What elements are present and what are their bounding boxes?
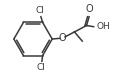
- Text: Cl: Cl: [35, 6, 44, 15]
- Text: Cl: Cl: [36, 63, 45, 72]
- Text: O: O: [85, 4, 93, 14]
- Text: OH: OH: [97, 22, 111, 31]
- Text: O: O: [59, 33, 66, 43]
